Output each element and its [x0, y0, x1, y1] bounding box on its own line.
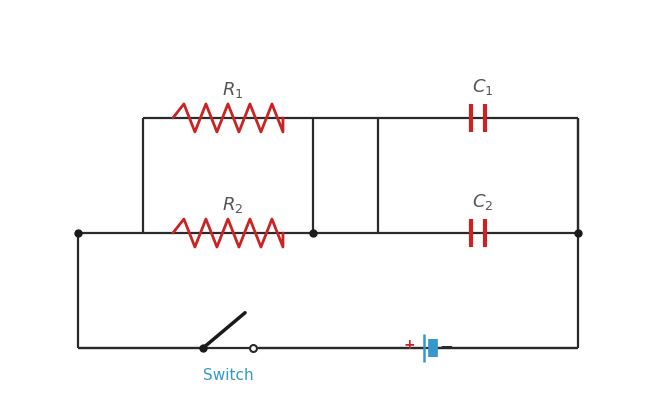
- Text: $C_2$: $C_2$: [472, 192, 494, 212]
- Text: −: −: [440, 337, 453, 355]
- Text: +: +: [403, 338, 415, 352]
- Text: $R_1$: $R_1$: [222, 80, 243, 100]
- Text: Switch: Switch: [203, 368, 253, 383]
- Text: $C_1$: $C_1$: [472, 77, 494, 97]
- Text: $R_2$: $R_2$: [222, 196, 243, 215]
